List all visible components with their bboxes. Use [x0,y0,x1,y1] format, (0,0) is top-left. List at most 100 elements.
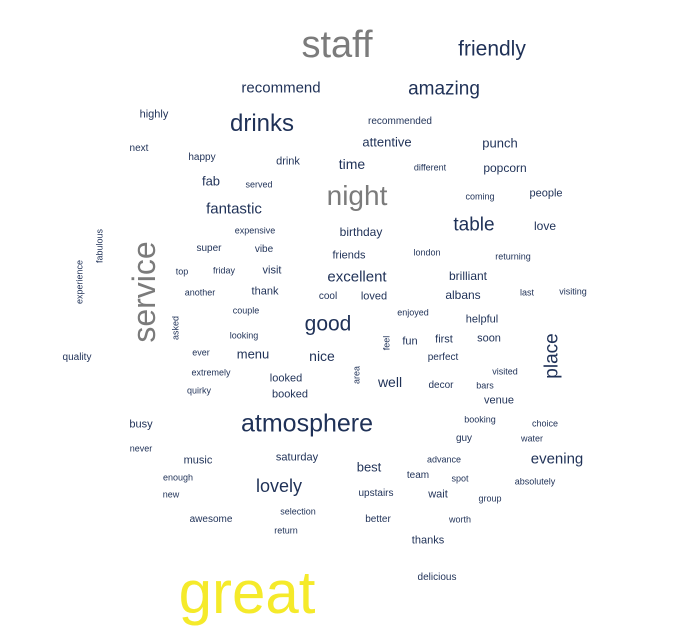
word-looking: looking [229,330,259,341]
word-booking: booking [464,414,496,425]
word-choice: choice [531,418,559,429]
word-excellent: excellent [327,268,387,286]
word-loved: loved [360,290,388,303]
word-lovely: lovely [255,476,303,496]
word-drink: drink [276,155,300,168]
word-spot: spot [451,473,469,484]
word-popcorn: popcorn [483,161,527,175]
word-cool: cool [318,291,338,302]
word-awesome: awesome [189,514,233,525]
word-served: served [245,179,273,190]
word-absolutely: absolutely [514,476,556,487]
word-another: another [184,287,216,298]
word-top: top [175,266,189,277]
word-best: best [356,459,382,475]
word-saturday: saturday [275,451,319,464]
word-london: london [413,247,441,258]
word-busy: busy [129,418,153,431]
word-thank: thank [251,285,279,298]
word-experience: experience [74,259,85,305]
word-quirky: quirky [186,385,212,396]
word-fantastic: fantastic [206,200,262,218]
word-group: group [478,493,502,504]
word-guy: guy [455,433,473,444]
word-last: last [519,287,535,298]
word-fun: fun [402,335,418,348]
word-area: area [351,365,362,385]
word-different: different [413,162,447,173]
word-punch: punch [482,135,518,151]
word-friendly: friendly [458,37,526,61]
word-table: table [453,214,495,236]
word-recommended: recommended [368,116,432,127]
word-wait: wait [428,488,448,501]
word-next: next [129,143,149,154]
word-happy: happy [188,152,216,163]
word-visit: visit [262,264,282,277]
word-better: better [365,514,391,525]
word-night: night [326,180,388,211]
word-enough: enough [162,472,194,483]
word-return: return [274,525,298,536]
word-soon: soon [477,332,501,345]
word-perfect: perfect [427,352,459,363]
word-super: super [196,243,222,254]
word-music: music [183,454,213,467]
word-venue: venue [484,394,514,407]
word-place: place [541,333,563,379]
word-bars: bars [476,380,494,391]
word-friday: friday [212,265,236,276]
word-water: water [520,433,544,444]
word-feel: feel [381,335,392,351]
word-coming: coming [465,191,495,202]
word-albans: albans [445,288,481,302]
word-thanks: thanks [411,534,445,547]
word-extremely: extremely [191,367,231,378]
word-service: service [126,241,162,343]
word-great: great [178,559,316,626]
word-helpful: helpful [465,313,499,326]
word-nice: nice [309,348,335,364]
word-team: team [406,470,430,481]
word-expensive: expensive [234,225,276,236]
word-ever: ever [192,347,210,358]
word-highly: highly [139,108,169,121]
word-upstairs: upstairs [358,488,394,499]
word-people: people [529,187,563,200]
word-never: never [129,443,153,454]
word-selection: selection [280,506,316,517]
word-amazing: amazing [408,78,480,100]
word-visiting: visiting [559,286,587,297]
word-friends: friends [332,249,366,262]
word-well: well [377,374,403,390]
word-drinks: drinks [229,110,295,137]
word-staff: staff [301,24,373,66]
word-menu: menu [236,346,270,362]
word-worth: worth [448,514,472,525]
word-visited: visited [492,366,518,377]
word-fab: fab [201,173,221,189]
word-vibe: vibe [254,244,274,255]
word-love: love [533,219,557,233]
word-new: new [162,489,180,500]
word-recommend: recommend [241,79,321,97]
word-booked: booked [271,388,309,401]
word-evening: evening [530,450,584,468]
word-returning: returning [495,251,531,262]
word-atmosphere: atmosphere [240,409,374,438]
word-looked: looked [269,372,303,385]
word-delicious: delicious [417,572,457,583]
word-time: time [338,156,366,172]
word-birthday: birthday [339,225,383,239]
word-decor: decor [428,380,454,391]
word-asked: asked [170,315,181,341]
word-advance: advance [426,454,462,465]
word-good: good [304,312,352,336]
word-fabulous: fabulous [94,228,105,264]
word-first: first [435,333,453,346]
word-attentive: attentive [362,134,412,150]
word-quality: quality [62,352,92,363]
word-enjoyed: enjoyed [397,307,429,318]
word-couple: couple [232,305,260,316]
